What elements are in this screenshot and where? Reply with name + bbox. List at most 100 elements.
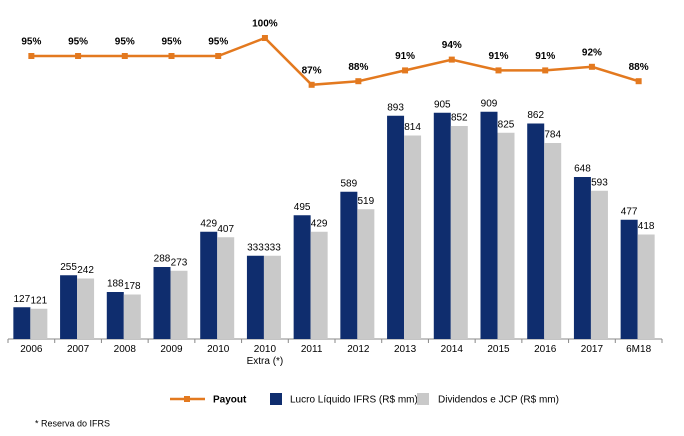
bar [200,231,218,339]
payout-marker [588,63,595,70]
bar [450,126,468,339]
bar [620,219,638,339]
value-label: 477 [621,206,638,217]
value-label: 593 [591,177,608,188]
payout-marker [448,56,455,63]
value-label: 862 [527,110,544,121]
value-label: 127 [14,294,31,305]
legend-label: Lucro Líquido IFRS (R$ mm) [290,395,418,406]
x-tick-label: 2008 [113,344,136,355]
value-label: 178 [124,281,141,292]
footnote: * Reserva do IFRS [35,418,110,428]
payout-marker [308,81,315,88]
value-label: 893 [387,102,404,113]
legend-label: Payout [213,395,247,406]
bar [637,234,655,339]
payout-marker [355,78,362,85]
value-label: 333 [264,242,281,253]
value-label: 288 [154,254,171,265]
value-label: 589 [341,178,358,189]
payout-label: 91% [488,51,508,62]
value-label: 429 [200,218,217,229]
bar [357,209,375,339]
bar [387,115,405,339]
value-label: 495 [294,202,311,213]
bar [246,255,264,339]
payout-marker [402,67,409,74]
value-label: 333 [247,242,264,253]
bar [573,177,591,339]
x-tick-label: 2007 [66,344,90,355]
bar [310,231,328,339]
value-label: 188 [107,279,124,290]
x-tick-label: 6M18 [626,344,652,355]
value-label: 784 [544,130,561,141]
bar [497,132,515,339]
x-tick-label: 2010 Extra (*) [246,344,284,367]
payout-marker [495,67,502,74]
payout-label: 95% [161,37,181,48]
bar [544,143,562,339]
x-tick-label: 2015 [487,344,510,355]
payout-marker [168,53,175,59]
x-tick-label: 2014 [440,344,463,355]
value-label: 418 [638,221,655,232]
x-tick-label: 2010 [207,344,230,355]
payout-label: 91% [535,51,555,62]
x-tick-label: 2011 [300,344,323,355]
legend-label: Dividendos e JCP (R$ mm) [438,395,559,406]
bar [170,270,188,339]
payout-marker [542,67,549,74]
bar [153,267,171,339]
legend-swatch [417,393,429,405]
payout-label: 88% [348,62,368,73]
bar [404,135,422,339]
legend-swatch [270,393,282,405]
bar [340,191,358,339]
payout-label: 95% [208,37,228,48]
value-label: 814 [404,122,421,133]
value-label: 825 [498,119,515,130]
payout-label: 91% [395,51,415,62]
value-label: 121 [31,295,48,306]
payout-label: 95% [115,37,135,48]
bar [123,294,141,339]
bar [217,237,235,339]
x-tick-label: 2016 [534,344,557,355]
value-label: 429 [311,218,328,229]
payout-marker [215,53,222,59]
payout-label: 92% [582,47,602,58]
value-label: 648 [574,164,591,175]
bar [77,278,95,339]
payout-label: 94% [442,40,462,51]
payout-marker [28,53,35,59]
x-tick-label: 2017 [580,344,604,355]
payout-label: 88% [629,62,649,73]
value-label: 519 [358,196,375,207]
x-tick-label: 2006 [20,344,43,355]
x-tick-label: 2013 [393,344,417,355]
payout-marker [75,53,82,59]
payout-marker [121,53,128,59]
value-label: 273 [171,257,188,268]
value-label: 852 [451,113,468,124]
value-label: 909 [481,98,498,109]
payout-label: 95% [68,37,88,48]
payout-marker [261,35,268,41]
value-label: 242 [77,265,94,276]
bar [60,275,78,339]
x-tick-label: 2009 [160,344,183,355]
payout-label: 87% [302,65,322,76]
value-label: 407 [217,224,234,235]
bar [293,215,311,339]
bar [433,112,451,339]
bar [590,190,608,339]
x-tick-label: 2012 [347,344,370,355]
payout-label: 95% [21,37,41,48]
bar [106,292,124,339]
value-label: 255 [60,262,77,273]
bar [480,111,498,339]
bar [527,123,545,339]
